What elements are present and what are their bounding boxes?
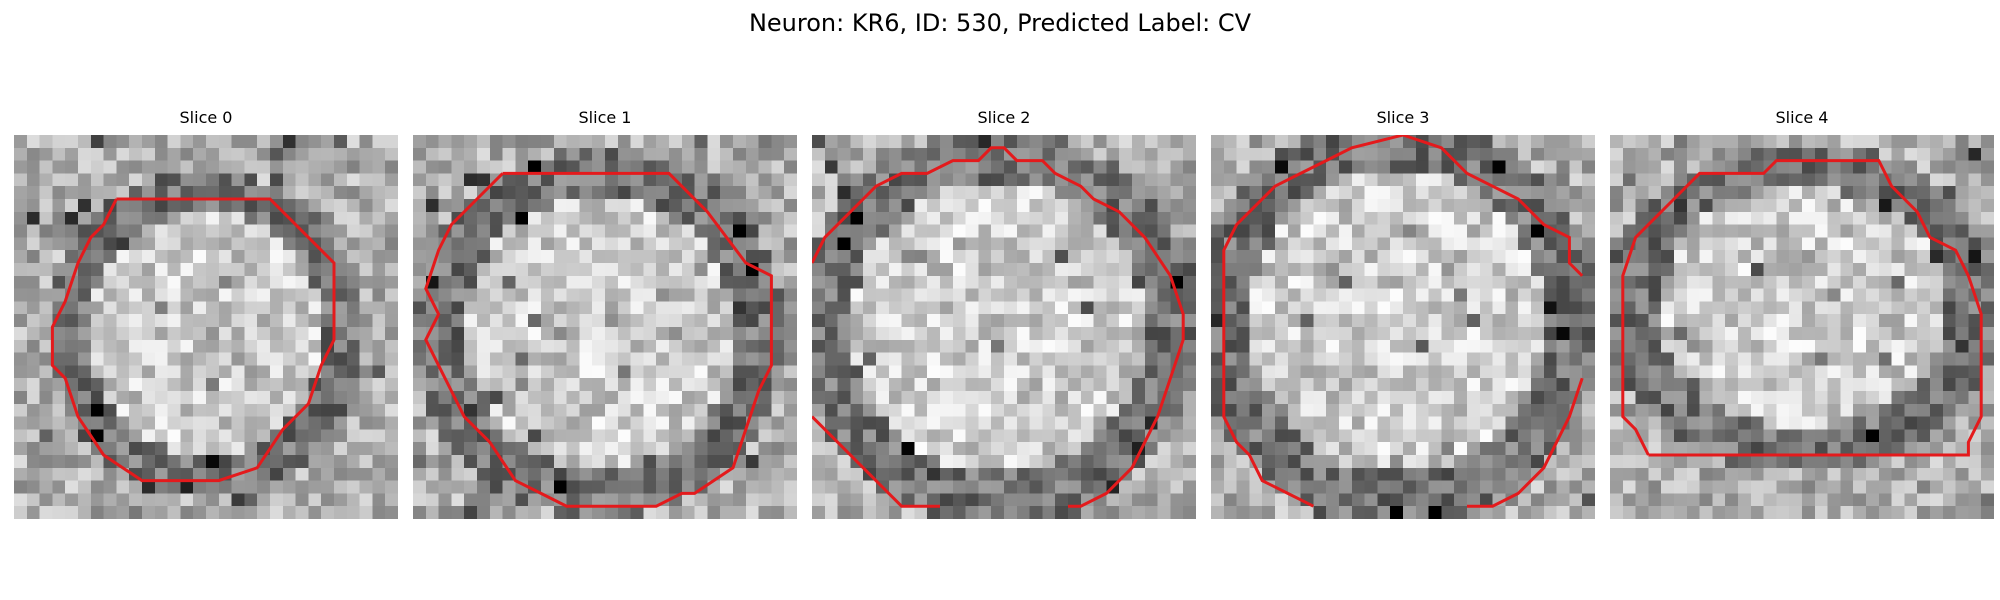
- segmentation-contour-3b: [1467, 378, 1582, 506]
- slice-title-0: Slice 0: [179, 108, 233, 127]
- slice-title-1: Slice 1: [578, 108, 632, 127]
- segmentation-contour-2: [812, 148, 1183, 506]
- slice-image-2: [812, 135, 1196, 519]
- slice-image-3: [1211, 135, 1595, 519]
- slice-panel-4: Slice 4: [1610, 108, 1994, 519]
- slice-image-1: [413, 135, 797, 519]
- segmentation-contour-3: [1224, 135, 1582, 506]
- segmentation-contour-0: [52, 199, 334, 481]
- segmentation-contour-1: [426, 173, 772, 506]
- slice-panel-1: Slice 1: [413, 108, 797, 519]
- slice-panel-0: Slice 0: [14, 108, 398, 519]
- slice-title-4: Slice 4: [1775, 108, 1829, 127]
- slice-panel-2: Slice 2: [812, 108, 1196, 519]
- slice-panel-3: Slice 3: [1211, 108, 1595, 519]
- slice-title-2: Slice 2: [977, 108, 1031, 127]
- slice-image-0: [14, 135, 398, 519]
- segmentation-contour-4: [1623, 161, 1981, 455]
- figure-title: Neuron: KR6, ID: 530, Predicted Label: C…: [748, 9, 1252, 37]
- slice-title-3: Slice 3: [1376, 108, 1430, 127]
- slice-image-4: [1610, 135, 1994, 519]
- segmentation-contour-2b: [812, 417, 940, 507]
